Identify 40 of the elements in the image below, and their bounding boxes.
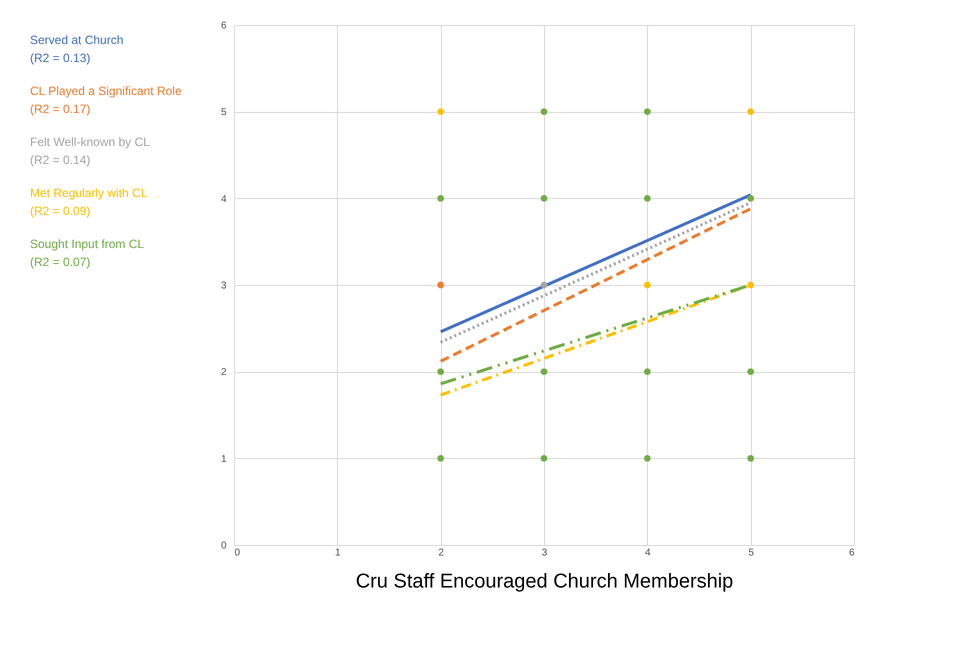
point: [747, 454, 754, 462]
x-tick-label: 1: [335, 548, 342, 558]
point: [644, 282, 651, 288]
y-tick-label: 1: [220, 454, 227, 465]
text: Served at Church (R2 = 0.13): [30, 33, 124, 65]
point: [644, 194, 651, 202]
point: [747, 194, 754, 202]
point: [540, 282, 548, 288]
x-tick-label: 6: [848, 548, 855, 558]
x-tick-label: 4: [645, 548, 652, 558]
y-tick-label: 6: [220, 20, 227, 32]
x-tick-label: 0: [234, 548, 240, 558]
point: [540, 108, 548, 116]
point: [644, 454, 651, 462]
point: [437, 108, 444, 116]
text: CL Played a Significant Role (R2 = 0.17): [30, 84, 182, 116]
text: Met Regularly with CL (R2 = 0.09): [30, 186, 148, 218]
y-tick-label: 5: [220, 107, 227, 118]
y-tick-label: 2: [220, 367, 227, 378]
point: [437, 194, 444, 202]
y-tick-label: 3: [220, 280, 227, 292]
point: [437, 282, 444, 288]
y-tick-label: 0: [220, 540, 227, 552]
point: [644, 368, 651, 376]
point: [747, 108, 754, 116]
point: [540, 454, 548, 462]
point: [437, 454, 444, 462]
text: Felt Well-known by CL (R2 = 0.14): [30, 135, 150, 167]
x-tick-label: 2: [438, 548, 444, 558]
x-axis-title: Cru Staff Encouraged Church Membership: [356, 570, 734, 592]
point: [540, 368, 548, 376]
point: [644, 108, 651, 116]
x-tick-label: 3: [542, 548, 548, 558]
point: [747, 282, 754, 288]
point: [437, 368, 444, 376]
y-tick-label: 4: [220, 194, 227, 205]
text: Sought Input from CL (R2 = 0.07): [30, 237, 144, 269]
point: [747, 368, 754, 376]
point: [540, 194, 548, 202]
x-tick-label: 5: [748, 548, 754, 558]
